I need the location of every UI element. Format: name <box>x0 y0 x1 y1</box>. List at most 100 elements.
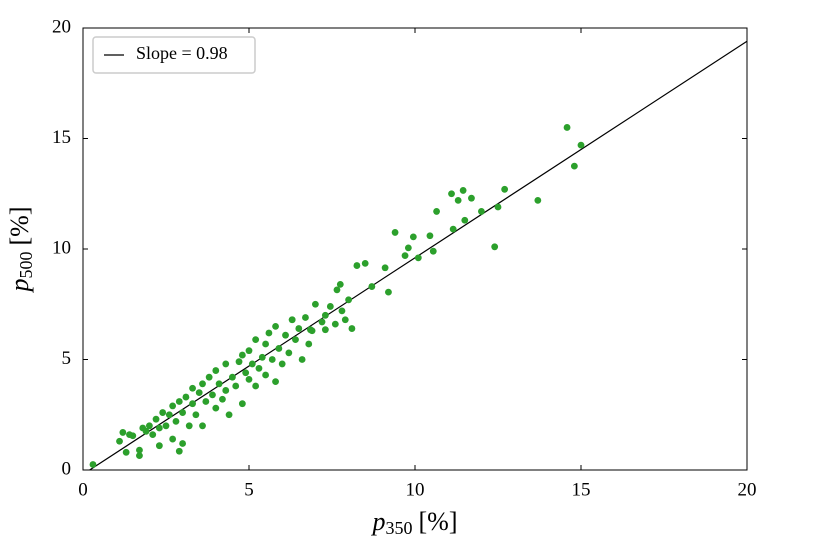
point <box>129 432 137 440</box>
x-tick-label: 15 <box>572 479 591 500</box>
point <box>248 360 256 368</box>
plot-frame <box>82 27 748 471</box>
point <box>501 185 509 193</box>
point <box>258 353 266 361</box>
point <box>459 187 467 194</box>
x-tick-label: 20 <box>738 479 757 500</box>
point <box>212 367 220 374</box>
point <box>202 398 210 405</box>
point <box>232 382 240 390</box>
point <box>401 252 409 260</box>
point <box>307 326 314 334</box>
point <box>433 208 440 215</box>
point <box>205 373 213 381</box>
point <box>262 371 269 379</box>
point <box>165 411 173 419</box>
point <box>229 373 236 381</box>
point <box>119 429 127 436</box>
point <box>242 369 250 377</box>
point <box>268 356 276 363</box>
legend-label: Slope = 0.98 <box>136 43 228 63</box>
point <box>341 316 349 324</box>
point <box>454 196 462 204</box>
point <box>252 382 260 390</box>
point <box>345 296 352 304</box>
point <box>429 247 437 255</box>
point <box>155 424 163 432</box>
point <box>222 387 230 394</box>
point <box>195 389 203 397</box>
point <box>225 411 233 419</box>
point <box>152 415 160 423</box>
point <box>162 422 170 430</box>
point <box>282 331 289 339</box>
legend-box <box>92 36 256 74</box>
point <box>209 391 216 399</box>
x-axis-label: p350 [%] <box>371 507 458 538</box>
point <box>212 404 220 412</box>
legend: Slope = 0.98 <box>92 36 256 74</box>
point <box>461 216 469 224</box>
point <box>468 194 475 202</box>
point <box>255 364 263 372</box>
point <box>179 409 187 416</box>
point <box>368 283 376 290</box>
point <box>136 452 143 460</box>
point <box>336 280 344 288</box>
x-tick-label: 0 <box>78 479 88 500</box>
point <box>321 326 329 334</box>
point <box>449 225 457 233</box>
point <box>577 141 585 149</box>
point <box>192 411 200 419</box>
point <box>245 347 253 355</box>
point <box>331 320 339 328</box>
point <box>381 264 389 272</box>
point <box>146 422 153 430</box>
point <box>278 360 286 368</box>
point <box>172 417 180 425</box>
point <box>185 422 193 430</box>
point <box>122 448 130 456</box>
point <box>318 318 326 326</box>
point <box>149 431 157 439</box>
point <box>409 233 417 241</box>
point <box>199 380 206 388</box>
point <box>219 395 226 403</box>
point <box>245 375 253 383</box>
point <box>235 358 243 366</box>
point <box>563 124 571 131</box>
point <box>333 286 341 294</box>
point <box>215 380 223 388</box>
point <box>295 325 303 332</box>
y-tick-label: 0 <box>62 458 72 479</box>
point <box>404 244 412 252</box>
point <box>265 329 273 337</box>
point <box>179 440 187 447</box>
point <box>155 442 163 450</box>
point <box>175 447 183 455</box>
point <box>361 259 369 267</box>
point <box>199 422 206 430</box>
point <box>285 349 293 357</box>
point <box>321 311 329 319</box>
point <box>302 314 309 321</box>
point <box>348 325 356 332</box>
point <box>116 437 123 445</box>
point <box>298 356 306 363</box>
point <box>414 254 422 262</box>
point <box>238 400 246 408</box>
y-tick-label: 20 <box>52 16 71 37</box>
y-tick-label: 10 <box>52 237 71 258</box>
point <box>272 378 279 385</box>
point <box>478 208 485 215</box>
point <box>448 190 455 198</box>
point <box>169 435 177 443</box>
point <box>142 427 150 435</box>
point <box>534 196 542 204</box>
point <box>275 345 283 352</box>
point <box>136 446 143 454</box>
point <box>391 229 399 236</box>
point <box>262 340 269 348</box>
point <box>292 336 299 344</box>
